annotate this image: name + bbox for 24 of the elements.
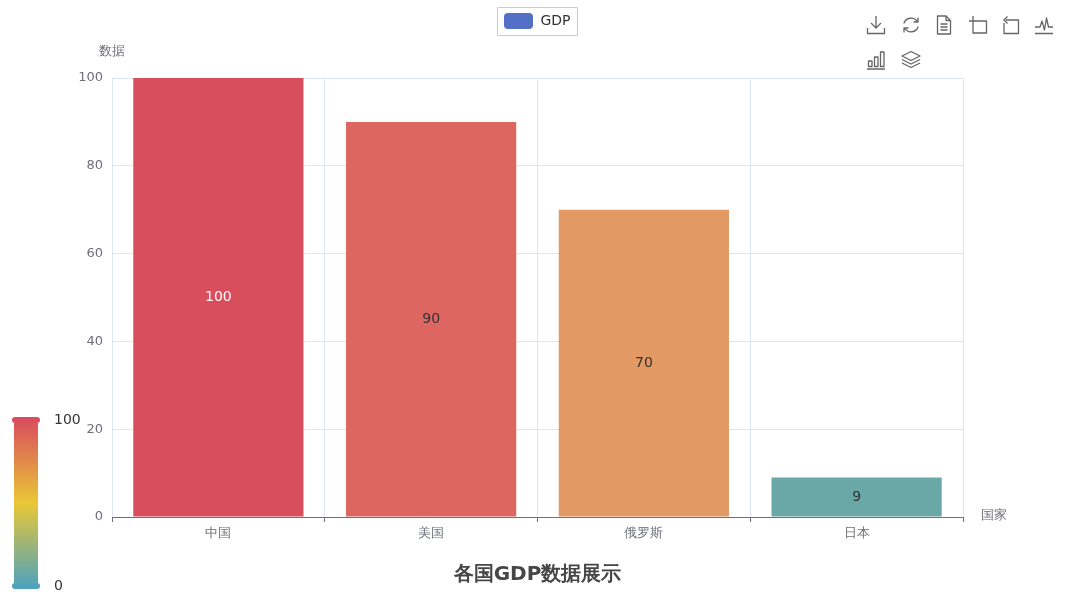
x-axis-title: 国家	[981, 507, 1007, 523]
y-tick-label: 40	[86, 332, 103, 348]
x-tick-label: 俄罗斯	[624, 525, 664, 541]
bar	[133, 78, 304, 517]
x-tick-label: 中国	[205, 525, 232, 541]
y-tick-label: 20	[86, 420, 103, 436]
bar	[558, 209, 729, 517]
bar	[346, 121, 517, 517]
data-label: 9	[852, 487, 862, 504]
data-label: 70	[634, 353, 653, 370]
y-tick-label: 80	[86, 157, 103, 173]
bar	[771, 477, 942, 517]
color-bar-label: 100	[54, 410, 81, 427]
color-bar-label: 0	[54, 576, 63, 593]
data-label: 90	[422, 309, 441, 326]
text: 各国GDP数据展示	[452, 561, 622, 586]
text: GDP	[540, 11, 571, 28]
x-tick-label: 美国	[418, 525, 445, 541]
x-tick-label: 日本	[843, 525, 870, 541]
y-tick-label: 60	[86, 244, 103, 260]
y-tick-label: 0	[94, 508, 103, 524]
data-label: 100	[205, 287, 232, 304]
y-tick-label: 100	[78, 69, 103, 85]
y-axis-title: 数据	[99, 43, 125, 59]
